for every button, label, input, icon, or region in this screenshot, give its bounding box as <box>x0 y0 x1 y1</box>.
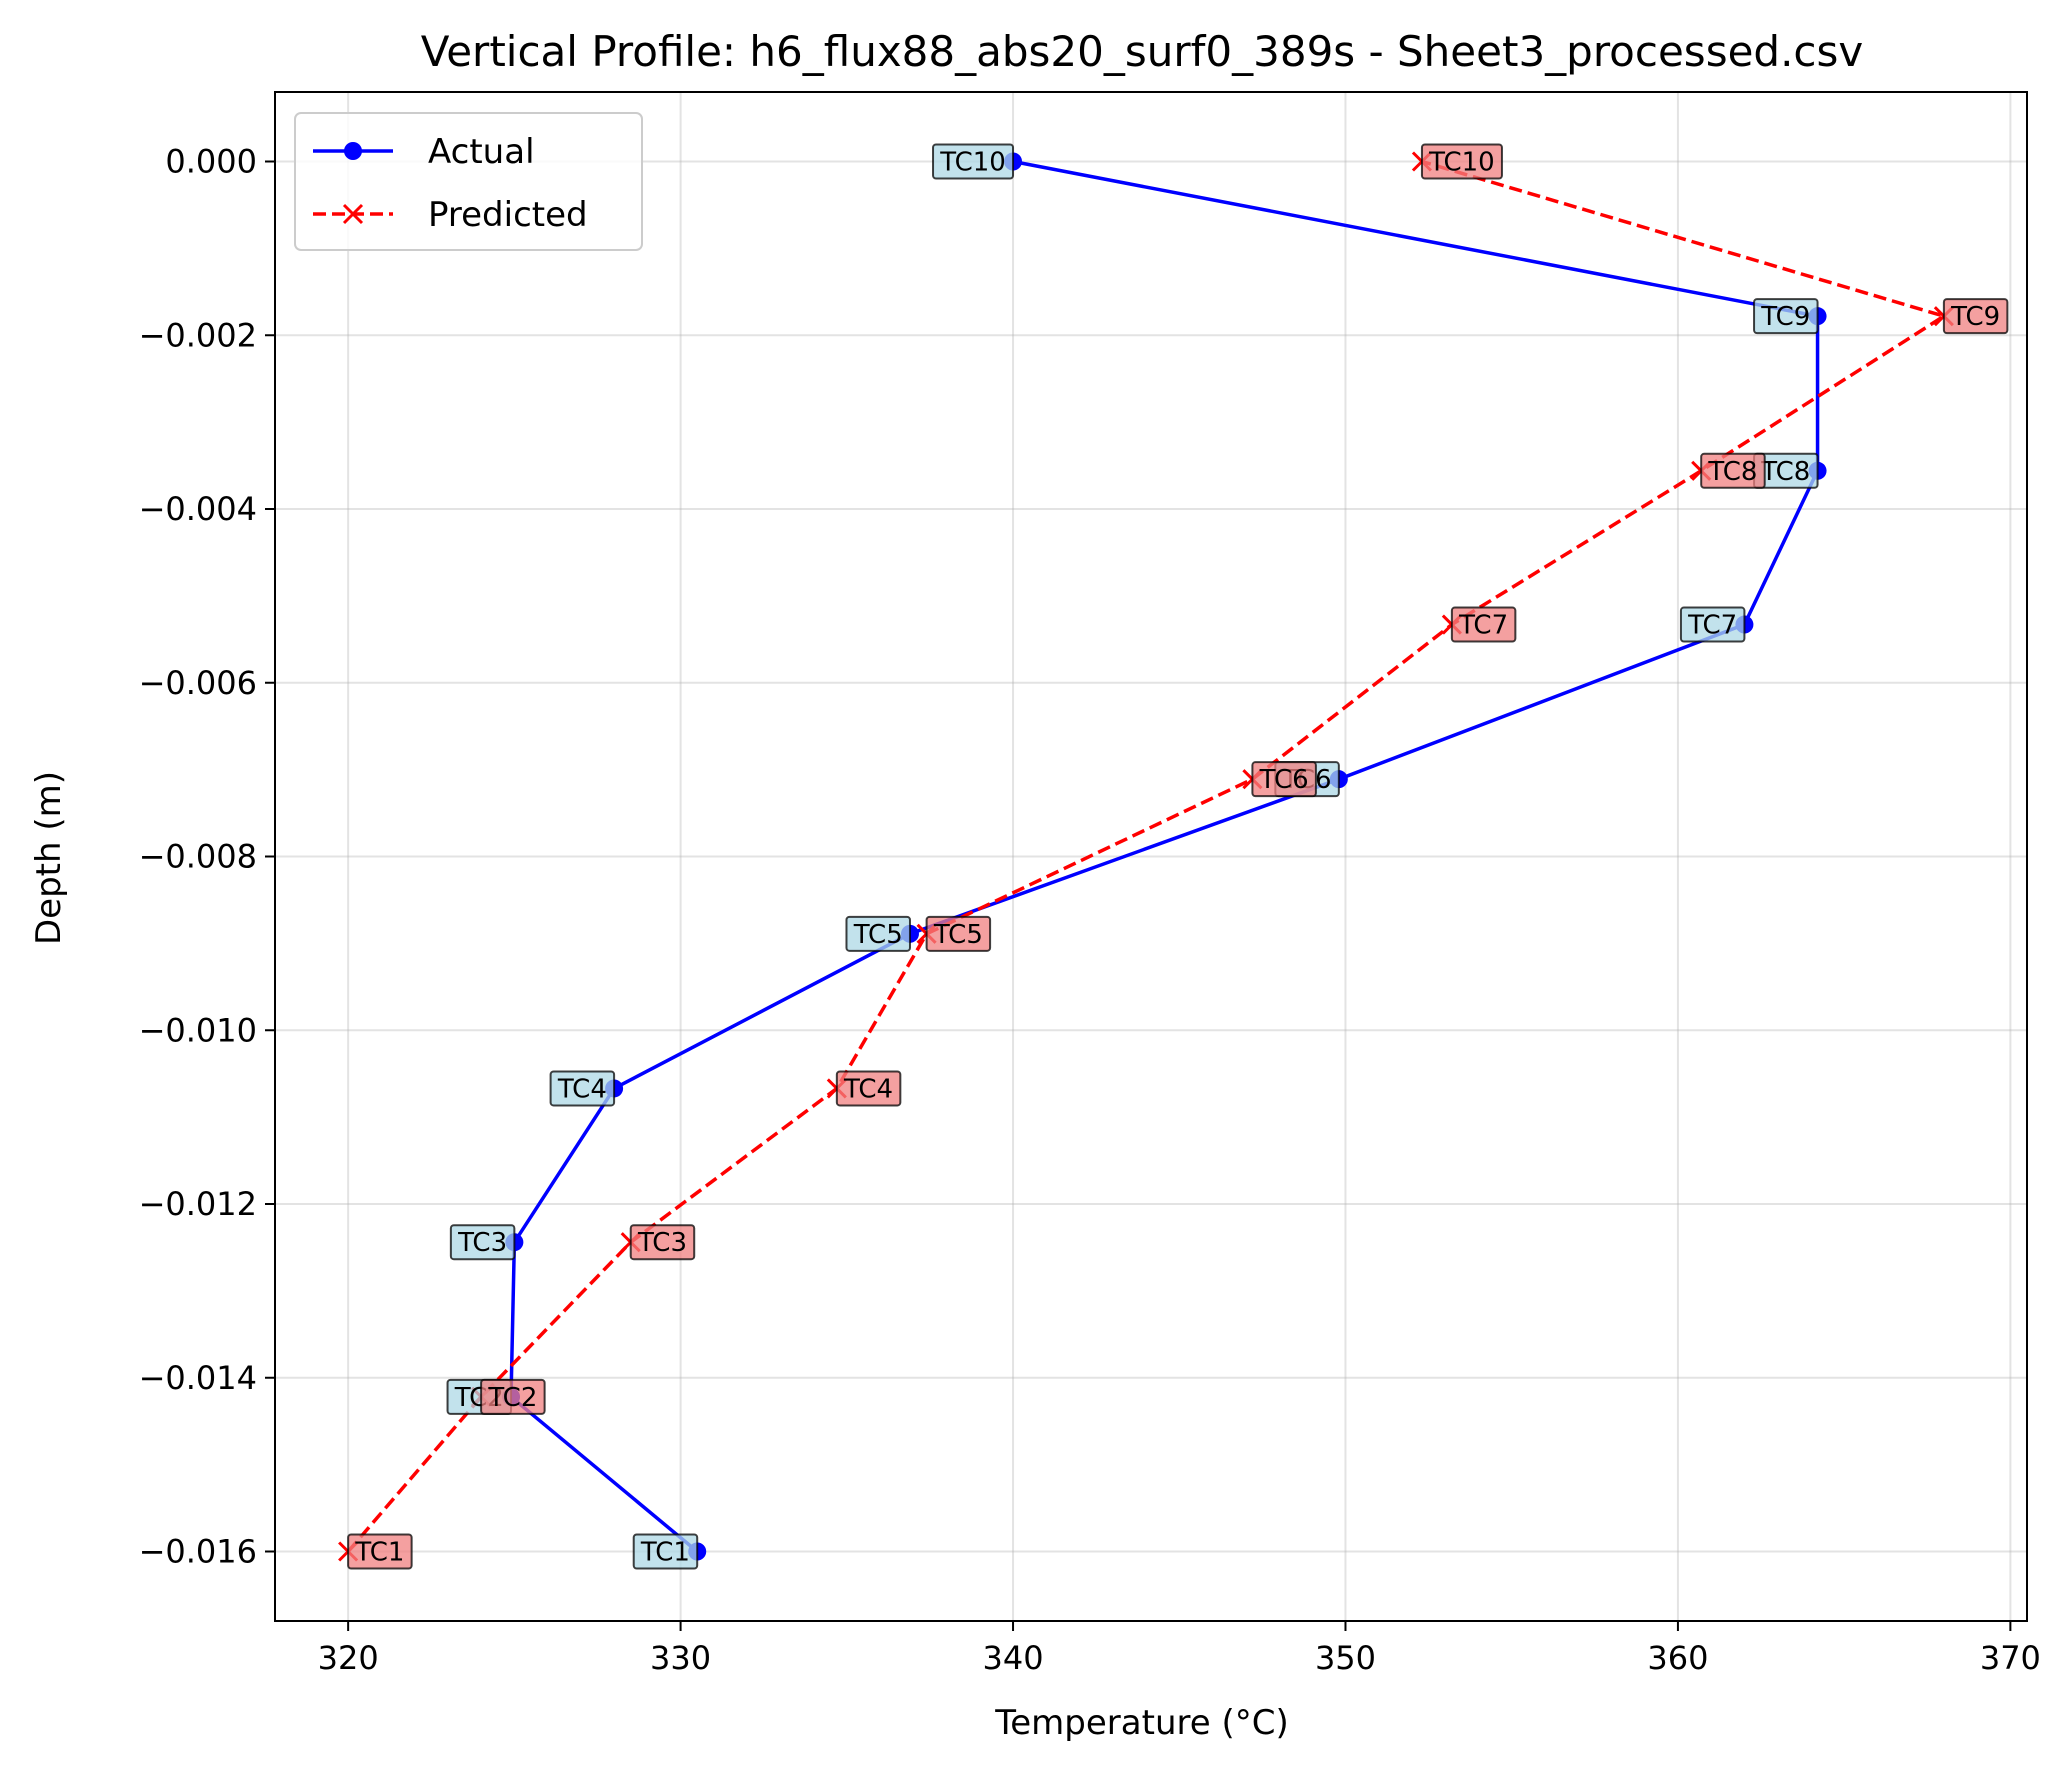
point-label-box <box>845 915 911 952</box>
actual-point-label: TC3 <box>449 1224 516 1261</box>
predicted-point-label: TC2 <box>480 1378 546 1415</box>
predicted-point-label: TC9 <box>1942 298 2009 335</box>
point-label-text: TC4 <box>557 1074 607 1104</box>
predicted-point-label: TC5 <box>925 915 992 952</box>
point-label-box <box>1420 143 1503 180</box>
predicted-point-label: TC8 <box>1700 452 1766 489</box>
x-tick-label: 370 <box>1980 1639 2041 1677</box>
point-label-text: TC3 <box>457 1228 507 1258</box>
point-label-text: TC1 <box>640 1538 690 1568</box>
actual-point-label: TC1 <box>632 1533 699 1570</box>
predicted-point-label: TC3 <box>629 1224 696 1261</box>
y-tick-label: −0.006 <box>139 664 257 702</box>
point-label-box <box>629 1224 696 1261</box>
actual-point-label: TC10 <box>932 143 1015 180</box>
point-label-box <box>1679 606 1746 643</box>
point-label-box <box>1251 761 1317 798</box>
predicted-point-label: TC4 <box>835 1070 902 1107</box>
predicted-point-label: TC6 <box>1251 761 1317 798</box>
y-tick-label: −0.016 <box>139 1533 257 1571</box>
point-label-text: TC5 <box>933 920 983 950</box>
actual-point-label: TC9 <box>1753 298 1819 335</box>
actual-series-line <box>509 159 1820 1553</box>
legend-label: Predicted <box>428 195 588 235</box>
chart-title: Vertical Profile: h6_flux88_abs20_surf0_… <box>421 27 1864 76</box>
y-tick-label: −0.002 <box>139 316 257 354</box>
point-label-box <box>480 1378 546 1415</box>
legend: Actual Predicted <box>294 112 643 251</box>
legend-label: Actual <box>428 132 535 172</box>
actual-point-label: TC4 <box>549 1070 616 1107</box>
predicted-series-line <box>346 159 1949 1553</box>
x-tick-label: 360 <box>1647 1639 1708 1677</box>
y-axis-label: Depth (m) <box>29 771 69 945</box>
y-tick-label: 0.000 <box>165 143 257 181</box>
point-label-box <box>1942 298 2009 335</box>
y-tick-label: −0.008 <box>139 838 257 876</box>
point-label-box <box>925 915 992 952</box>
point-label-box <box>1753 298 1819 335</box>
axis-ticks: 320 330 340 350 360 370 0.000 −0.002 −0.004 −0.00… <box>139 143 2041 1678</box>
x-tick-label: 330 <box>650 1639 711 1677</box>
point-label-box <box>449 1224 516 1261</box>
x-axis-label: Temperature (°C) <box>994 1703 1288 1743</box>
point-label-text: TC7 <box>1687 611 1737 641</box>
point-label-text: TC9 <box>1760 302 1810 332</box>
point-label-text: TC9 <box>1950 302 2000 332</box>
legend-marker <box>342 203 364 225</box>
legend-item-actual: Actual <box>313 132 535 172</box>
predicted-point-label: TC10 <box>1420 143 1503 180</box>
point-label-text: TC4 <box>843 1074 893 1104</box>
point-label-box <box>835 1070 902 1107</box>
grid <box>275 92 2027 1621</box>
legend-item-predicted: Predicted <box>313 195 588 235</box>
point-label-box <box>549 1070 616 1107</box>
y-tick-label: −0.014 <box>139 1359 257 1397</box>
point-label-text: TC5 <box>853 920 903 950</box>
point-label-text: TC2 <box>487 1383 537 1413</box>
point-label-text: TC8 <box>1707 457 1757 487</box>
point-label-text: TC3 <box>637 1228 687 1258</box>
x-tick-label: 320 <box>318 1639 379 1677</box>
point-label-text: TC7 <box>1458 611 1508 641</box>
y-tick-label: −0.010 <box>139 1011 257 1049</box>
point-label-text: TC6 <box>1259 765 1309 795</box>
predicted-point-label: TC1 <box>347 1533 413 1570</box>
actual-point-label: TC7 <box>1679 606 1746 643</box>
point-label-text: TC10 <box>939 148 1006 178</box>
point-label-box <box>1700 452 1766 489</box>
point-label-text: TC1 <box>354 1538 404 1568</box>
point-label-box <box>347 1533 413 1570</box>
x-tick-label: 350 <box>1315 1639 1376 1677</box>
x-tick-label: 340 <box>982 1639 1043 1677</box>
y-tick-label: −0.004 <box>139 490 257 528</box>
point-label-box <box>632 1533 699 1570</box>
point-label-text: TC10 <box>1428 148 1495 178</box>
y-tick-label: −0.012 <box>139 1185 257 1223</box>
legend-marker <box>344 142 362 160</box>
point-label-box <box>1450 606 1517 643</box>
point-label-box <box>932 143 1015 180</box>
point-labels: TC1TC2TC3TC4TC5TC6TC7TC8TC9TC10TC1TC2TC3… <box>347 143 2009 1570</box>
point-label-text: TC8 <box>1760 457 1810 487</box>
actual-point-label: TC5 <box>845 915 911 952</box>
predicted-point-label: TC7 <box>1450 606 1517 643</box>
